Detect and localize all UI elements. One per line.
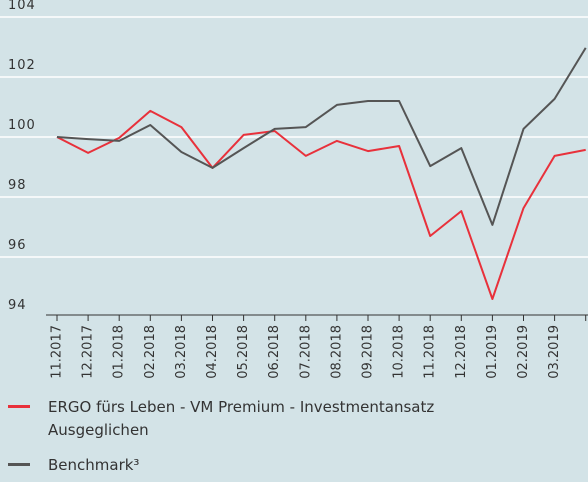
legend-item: ERGO fürs Leben - VM Premium - Investmen… <box>0 396 478 442</box>
x-tick-label: 12.2018 <box>454 325 469 379</box>
legend-label: Benchmark³ <box>48 456 140 474</box>
y-tick-label: 104 <box>8 0 36 13</box>
x-tick-label: 01.2018 <box>112 325 127 379</box>
x-tick-label: 02.2018 <box>143 325 158 379</box>
y-tick-label: 94 <box>8 298 27 313</box>
series-line <box>56 47 587 226</box>
legend-swatch <box>8 405 30 408</box>
y-tick-label: 100 <box>8 118 36 133</box>
series-line <box>56 109 586 300</box>
x-tick-label: 11.2017 <box>50 325 65 379</box>
y-tick-label: 98 <box>8 178 27 193</box>
x-tick-label: 01.2019 <box>485 325 500 379</box>
x-tick-label: 11.2018 <box>423 325 438 379</box>
y-tick-label: 96 <box>8 238 27 253</box>
x-tick-label: 05.2018 <box>236 325 251 379</box>
legend-label: ERGO fürs Leben - VM Premium - Investmen… <box>48 398 435 439</box>
legend-swatch <box>8 463 30 466</box>
chart: 94 96 98 100 102 104 11.2017 12.2017 01.2018 02.2… <box>0 0 588 379</box>
x-tick-label: 12.2017 <box>81 325 96 379</box>
y-tick-label: 102 <box>8 58 36 73</box>
x-tick-label: 03.2019 <box>547 325 562 379</box>
x-tick-label: 03.2018 <box>174 325 189 379</box>
x-tick-label: 06.2018 <box>267 325 282 379</box>
x-tick-label: 10.2018 <box>392 325 407 379</box>
x-tick-label: 09.2018 <box>361 325 376 379</box>
legend-item: Benchmark³ <box>0 454 478 477</box>
x-tick-label: 07.2018 <box>298 325 313 379</box>
x-tick-label: 08.2018 <box>329 325 344 379</box>
x-tick-label: 04.2018 <box>205 325 220 379</box>
x-tick-label: 02.2019 <box>516 325 531 379</box>
